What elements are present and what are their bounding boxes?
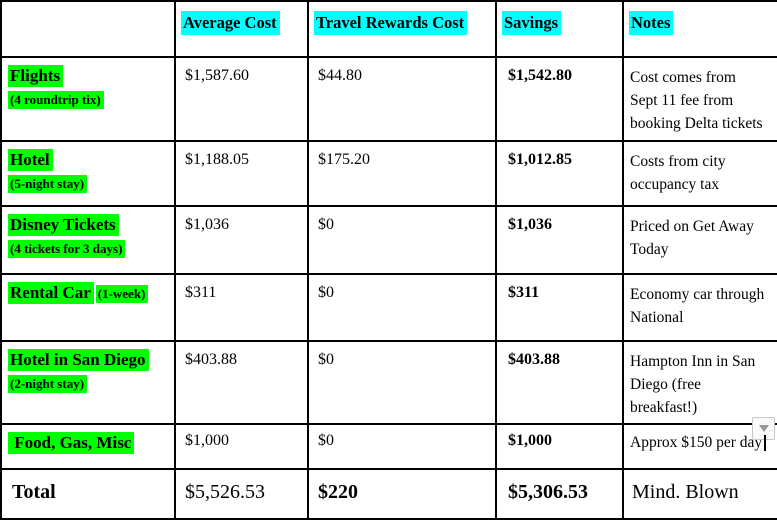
savings-cell: $311	[495, 273, 624, 342]
header-label-savings: Savings	[502, 11, 562, 35]
header-row: Average Cost Travel Rewards Cost Savings…	[0, 0, 777, 58]
row-sublabel: (4 tickets for 3 days)	[8, 240, 126, 258]
row-label: Flights	[8, 65, 64, 87]
scroll-down-icon	[758, 425, 769, 432]
header-notes: Notes	[622, 0, 777, 58]
savings-cell: $1,542.80	[495, 56, 624, 142]
header-label-average-cost: Average Cost	[181, 11, 280, 35]
row-label: Hotel	[8, 149, 53, 171]
savings-cell: $1,000	[495, 423, 624, 470]
notes-cell: Hampton Inn in San Diego (free breakfast…	[622, 340, 777, 425]
row-sublabel: (1-week)	[95, 285, 149, 303]
row-label: Food, Gas, Misc	[8, 432, 135, 454]
header-label-notes: Notes	[629, 11, 674, 35]
rewards-cost-cell: $175.20	[307, 140, 497, 207]
savings-cell: $403.88	[495, 340, 624, 425]
average-cost-cell: $1,036	[174, 205, 309, 275]
table-row-disney-tickets: Disney Tickets (4 tickets for 3 days) $1…	[0, 205, 777, 275]
row-label-cell: Food, Gas, Misc	[0, 423, 176, 470]
row-label: Rental Car	[8, 282, 94, 304]
notes-cell: Cost comes from Sept 11 fee from booking…	[622, 56, 777, 142]
table-row-hotel: Hotel (5-night stay) $1,188.05 $175.20 $…	[0, 140, 777, 207]
total-label-cell: Total	[0, 468, 176, 520]
notes-cell: Costs from city occupancy tax	[622, 140, 777, 207]
table-row-flights: Flights (4 roundtrip tix) $1,587.60 $44.…	[0, 56, 777, 142]
notes-cell: Priced on Get Away Today	[622, 205, 777, 275]
savings-cell: $1,012.85	[495, 140, 624, 207]
header-travel-rewards-cost: Travel Rewards Cost	[307, 0, 497, 58]
average-cost-cell: $403.88	[174, 340, 309, 425]
scroll-down-button[interactable]	[752, 417, 775, 440]
row-sublabel: (4 roundtrip tix)	[8, 91, 104, 109]
header-label-travel-rewards-cost: Travel Rewards Cost	[314, 11, 468, 35]
row-label-cell: Hotel (5-night stay)	[0, 140, 176, 207]
average-cost-cell: $311	[174, 273, 309, 342]
total-average-cost-cell: $5,526.53	[174, 468, 309, 520]
total-rewards-cost-cell: $220	[307, 468, 497, 520]
header-savings: Savings	[495, 0, 624, 58]
savings-cell: $1,036	[495, 205, 624, 275]
text-cursor	[764, 435, 766, 451]
average-cost-cell: $1,188.05	[174, 140, 309, 207]
rewards-cost-cell: $0	[307, 205, 497, 275]
notes-cell: Approx $150 per day	[622, 423, 777, 470]
average-cost-cell: $1,587.60	[174, 56, 309, 142]
table-row-total: Total $5,526.53 $220 $5,306.53 Mind. Blo…	[0, 468, 777, 520]
row-sublabel: (2-night stay)	[8, 375, 88, 393]
total-notes-cell: Mind. Blown	[622, 468, 777, 520]
row-label: Hotel in San Diego	[8, 349, 149, 371]
rewards-cost-cell: $0	[307, 423, 497, 470]
row-label-cell: Disney Tickets (4 tickets for 3 days)	[0, 205, 176, 275]
row-sublabel: (5-night stay)	[8, 175, 88, 193]
row-label-cell: Rental Car (1-week)	[0, 273, 176, 342]
row-label-cell: Hotel in San Diego (2-night stay)	[0, 340, 176, 425]
total-savings-cell: $5,306.53	[495, 468, 624, 520]
table-row-hotel-san-diego: Hotel in San Diego (2-night stay) $403.8…	[0, 340, 777, 425]
row-label: Disney Tickets	[8, 214, 119, 236]
rewards-cost-cell: $0	[307, 340, 497, 425]
table-row-food-gas-misc: Food, Gas, Misc $1,000 $0 $1,000 Approx …	[0, 423, 777, 470]
notes-cell: Economy car through National	[622, 273, 777, 342]
table-row-rental-car: Rental Car (1-week) $311 $0 $311 Economy …	[0, 273, 777, 342]
rewards-cost-cell: $0	[307, 273, 497, 342]
header-average-cost: Average Cost	[174, 0, 309, 58]
row-label-cell: Flights (4 roundtrip tix)	[0, 56, 176, 142]
rewards-cost-cell: $44.80	[307, 56, 497, 142]
header-cell-empty	[0, 0, 176, 58]
average-cost-cell: $1,000	[174, 423, 309, 470]
